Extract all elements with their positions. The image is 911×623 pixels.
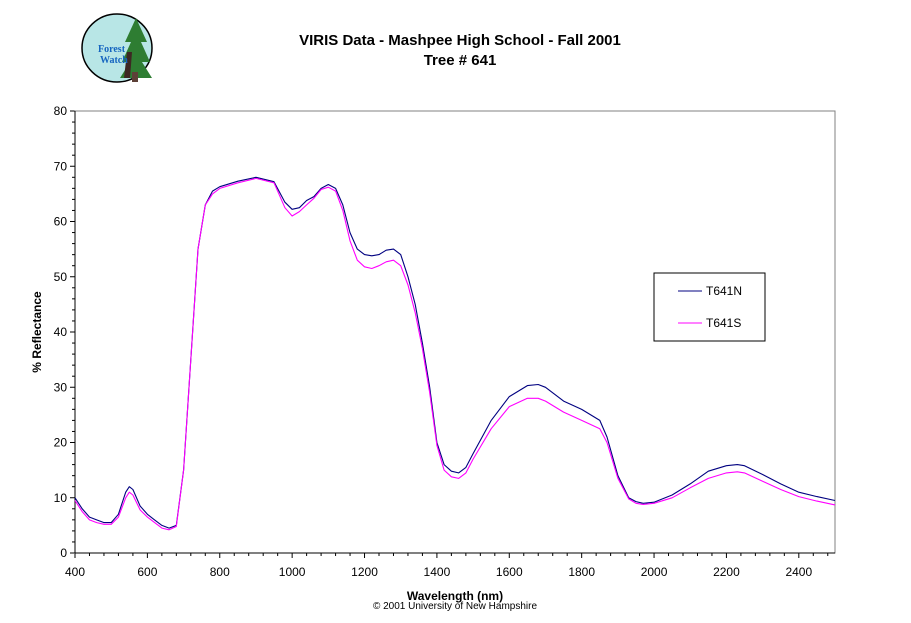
series-line-t641n [74, 176, 836, 529]
tree-icon [120, 18, 152, 82]
x-tick-label: 1000 [279, 565, 306, 579]
chart-subtitle: Tree # 641 [423, 52, 497, 69]
logo-text-watch: Watch [100, 55, 128, 66]
x-tick-label: 1400 [424, 565, 451, 579]
x-axis-title: Wavelength (nm) [407, 589, 503, 603]
y-tick-label: 80 [54, 104, 68, 118]
x-tick-label: 400 [65, 565, 85, 579]
x-tick-label: 2400 [785, 565, 812, 579]
x-tick-label: 1200 [351, 565, 378, 579]
series-lines [74, 176, 836, 531]
x-axis-ticks: 400 600 800 1000 1200 1400 1600 1800 2000 2200 240… [65, 553, 829, 579]
logo-text-forest: Forest [98, 44, 126, 55]
x-tick-label: 600 [137, 565, 157, 579]
legend-label-t641s: T641S [706, 316, 741, 330]
legend: T641N T641S [653, 272, 766, 342]
x-tick-label: 1600 [496, 565, 523, 579]
y-tick-label: 40 [54, 325, 68, 339]
y-axis-title: % Reflectance [30, 291, 44, 373]
series-line-t641s [74, 177, 836, 531]
chart-title: VIRIS Data - Mashpee High School - Fall … [299, 32, 621, 49]
y-tick-label: 60 [54, 215, 68, 229]
forest-watch-logo: Forest Watch [80, 12, 154, 84]
copyright-notice: © 2001 University of New Hampshire [372, 601, 538, 612]
x-tick-label: 800 [210, 565, 230, 579]
x-tick-label: 1800 [568, 565, 595, 579]
legend-label-t641n: T641N [706, 284, 742, 298]
x-tick-label: 2200 [713, 565, 740, 579]
y-tick-label: 10 [54, 491, 68, 505]
y-tick-label: 20 [54, 436, 68, 450]
y-axis-ticks: 0 10 20 30 40 50 60 70 80 [54, 104, 75, 560]
y-tick-label: 30 [54, 380, 68, 394]
y-tick-label: 0 [60, 546, 67, 560]
y-tick-label: 50 [54, 270, 68, 284]
legend-box [653, 272, 766, 342]
x-tick-label: 2000 [641, 565, 668, 579]
y-tick-label: 70 [54, 159, 68, 173]
